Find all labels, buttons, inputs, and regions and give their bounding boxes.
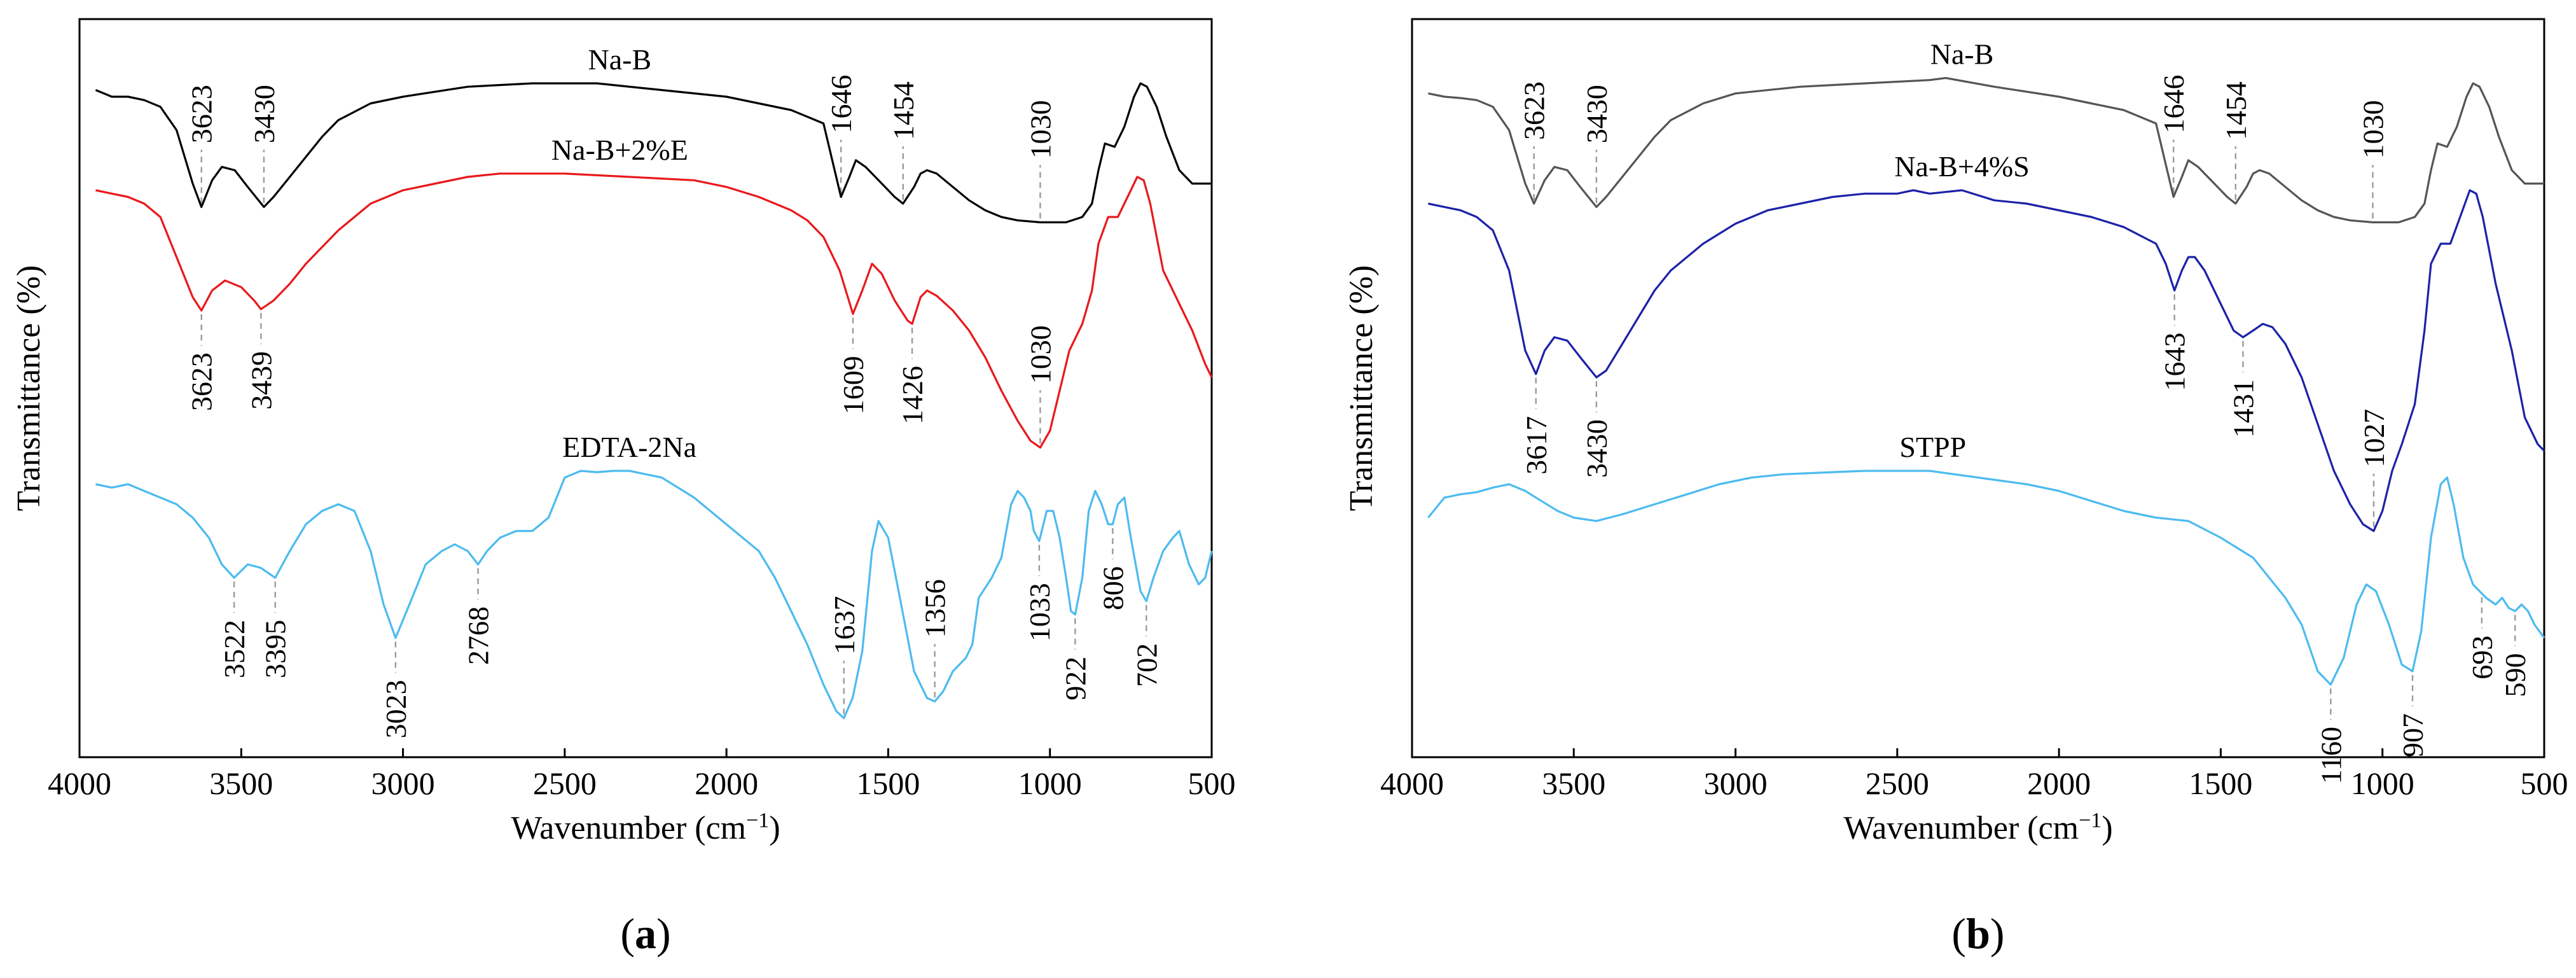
peak-label: 3023 [380,680,412,739]
peak-label: 3430 [1581,419,1613,478]
series-line-stpp [1427,470,2545,686]
peak-label: 3430 [248,85,280,143]
x-axis: 4000 3500 3000 2500 2000 1500 1000 500 [1380,748,2568,801]
peak-label: 1454 [2220,81,2252,140]
x-tick-label: 500 [1188,765,1236,801]
peak-guides [1533,139,2516,720]
x-axis-label: Wavenumber (cm−1) [1843,809,2112,847]
x-tick-label: 3500 [1542,765,1605,801]
series-label: Na-B [588,43,651,76]
peak-label: 1637 [828,596,861,655]
peak-label: 3623 [186,353,218,411]
x-tick-label: 3000 [371,765,435,801]
peak-label: 922 [1059,657,1091,701]
peak-label: 1030 [1025,100,1057,158]
peak-label: 693 [2466,636,2498,680]
x-tick-label: 1000 [1018,765,1082,801]
peak-label: 3430 [1581,85,1613,143]
peak-label: 1030 [2357,100,2390,158]
plot-frame [1411,18,2545,758]
series-label: EDTA-2Na [562,431,696,463]
peak-label: 3439 [245,351,277,410]
peak-label: 1431 [2227,379,2260,438]
series-label: STPP [1899,431,1966,463]
peak-label: 806 [1097,566,1129,610]
peak-label: 1646 [2157,75,2190,134]
peak-label: 1609 [837,356,869,414]
peak-label: 1356 [919,579,952,638]
x-tick-label: 1000 [2351,765,2414,801]
peak-label: 1160 [2315,727,2347,784]
series-label: Na-B+4%S [1894,150,2029,183]
panel-b: 4000 3500 3000 2500 2000 1500 1000 500 Na-B 3623… [1343,18,2568,958]
series-line-na-b [95,82,1212,223]
series-line-na-b-4-s [1428,189,2545,533]
peak-label: 1033 [1023,583,1056,641]
x-tick-label: 1500 [856,765,920,801]
x-tick-label: 4000 [48,765,111,801]
x-axis: 4000 3500 3000 2500 2000 1500 1000 500 [48,748,1236,801]
series-line-edta-2na [95,470,1213,720]
series-label: Na-B [1930,38,1994,71]
peak-label: 1027 [2358,409,2390,468]
panel-caption: (b) [1951,909,2004,958]
series-line-na-b-2-e [95,172,1213,449]
x-tick-label: 2000 [695,765,758,801]
peak-label: 590 [2499,653,2531,697]
x-tick-label: 2500 [1866,765,1929,801]
spectra [95,82,1213,720]
x-axis-label: Wavenumber (cm−1) [511,809,780,847]
x-tick-label: 500 [2521,765,2568,801]
x-tick-label: 3000 [1704,765,1768,801]
y-axis-label: Transmittance (%) [1343,265,1380,512]
annotations: Na-B 3623 3430 1646 1454 1030 Na-B+2%E 3623 3439… [186,43,1163,739]
peak-label: 3623 [1518,81,1551,140]
x-tick-label: 3500 [209,765,273,801]
series-line-na-b [1428,77,2544,223]
panel-caption: (a) [620,909,670,958]
peak-label: 1646 [825,75,857,134]
panel-a: 4000 3500 3000 2500 2000 1500 1000 500 Na-B 3623… [11,18,1236,958]
peak-label: 3395 [260,620,292,678]
peak-guides [200,139,1147,715]
x-tick-label: 2000 [2027,765,2091,801]
y-axis-label: Transmittance (%) [11,265,47,512]
x-tick-label: 4000 [1380,765,1444,801]
x-tick-label: 1500 [2189,765,2252,801]
series-label: Na-B+2%E [551,134,688,166]
peak-label: 3617 [1520,416,1553,475]
peak-label: 3522 [218,620,251,678]
annotations: Na-B 3623 3430 1646 1454 1030 Na-B+4%S 3617 3430… [1518,38,2532,785]
x-tick-label: 2500 [533,765,597,801]
plot-frame [78,18,1213,758]
spectra [1427,77,2545,686]
peak-label: 907 [2397,713,2429,757]
peak-label: 1643 [2159,333,2191,391]
peak-label: 1454 [887,81,920,140]
peak-label: 702 [1130,643,1163,687]
peak-label: 1030 [1025,325,1057,384]
peak-label: 3623 [186,85,218,143]
peak-label: 1426 [896,366,929,424]
peak-label: 2768 [462,606,495,665]
